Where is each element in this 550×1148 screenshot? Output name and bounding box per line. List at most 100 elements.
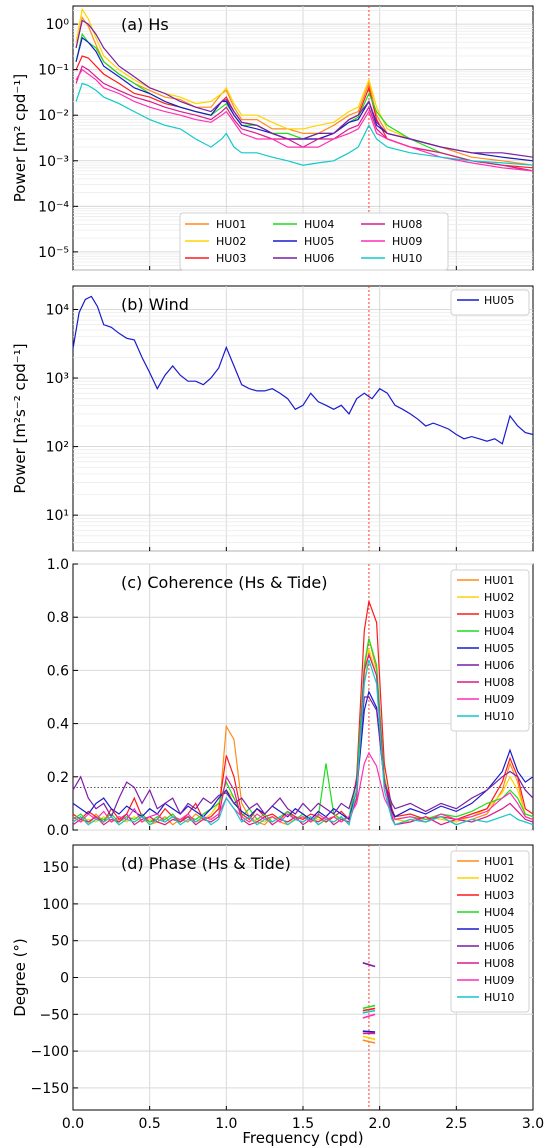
- legend-label-hu06: HU06: [484, 659, 514, 672]
- y-tick-label: 10⁻⁵: [38, 245, 69, 261]
- y-tick-label: 10³: [46, 371, 69, 387]
- series-line-hu06: [362, 962, 376, 968]
- y-tick-label: 0.0: [47, 823, 69, 839]
- panel-coherence: 0.0 0.2 0.4 0.6 0.8 1.0 (c) Coherence (Hs & T…: [47, 557, 534, 839]
- series-line-hu10: [75, 82, 534, 166]
- series-line-hu09: [75, 68, 534, 172]
- legend-label-hu06: HU06: [304, 252, 334, 265]
- legend-label-hu05: HU05: [484, 642, 514, 655]
- panel-phase-title: (d) Phase (Hs & Tide): [121, 854, 291, 873]
- panel-phase-xticks: 0.0 0.5 1.0 1.5 2.0 2.5 3.0: [62, 1116, 544, 1132]
- legend-box: [450, 289, 530, 316]
- series-line-hu04: [362, 1004, 376, 1010]
- legend-label-hu08: HU08: [484, 676, 514, 689]
- series-line-hu08: [75, 65, 534, 172]
- y-tick-label: 150: [42, 860, 69, 876]
- legend-label-hu02: HU02: [484, 591, 514, 604]
- legend-label-hu02: HU02: [484, 872, 514, 885]
- legend-label-hu01: HU01: [484, 574, 514, 587]
- panel-hs: 10⁰ 10⁻¹ 10⁻² 10⁻³ 10⁻⁴ 10⁻⁵ (a) Hs Power [m²…: [11, 5, 534, 271]
- legend-label-hu10: HU10: [484, 710, 514, 723]
- y-tick-label: 10²: [46, 440, 69, 456]
- y-tick-label: 0.6: [47, 663, 69, 679]
- x-tick-label: 3.0: [522, 1116, 544, 1132]
- series-line-hu10: [72, 659, 534, 826]
- y-tick-label: 0: [60, 971, 69, 987]
- panel-hs-yticks: 10⁰ 10⁻¹ 10⁻² 10⁻³ 10⁻⁴ 10⁻⁵: [38, 17, 534, 270]
- series-line-hu01: [362, 1039, 376, 1044]
- panel-phase: 150 100 50 0 −50 −100 −150 0.0 0.5 1.0 1.5 2.0 2.5 3…: [11, 844, 544, 1147]
- legend-label-hu05: HU05: [484, 294, 514, 307]
- panel-phase-yticks: 150 100 50 0 −50 −100 −150: [31, 860, 534, 1110]
- x-tick-label: 0.0: [62, 1116, 84, 1132]
- legend-label-hu04: HU04: [484, 625, 514, 638]
- y-tick-label: −150: [31, 1081, 69, 1097]
- x-tick-label: 0.5: [139, 1116, 161, 1132]
- series-line-hu04: [75, 32, 534, 172]
- panel-wind-series: [72, 295, 534, 445]
- panel-wind-title: (b) Wind: [121, 295, 189, 314]
- y-tick-label: −50: [39, 1007, 69, 1023]
- legend-label-hu06: HU06: [484, 940, 514, 953]
- y-tick-label: 10⁰: [46, 17, 70, 33]
- series-line-hu06: [72, 696, 534, 819]
- legend-label-hu04: HU04: [304, 218, 334, 231]
- y-tick-label: 10⁴: [46, 302, 70, 318]
- series-line-hu06: [75, 19, 534, 158]
- series-line-hu09: [362, 1013, 376, 1019]
- legend-label-hu09: HU09: [484, 693, 514, 706]
- panel-phase-xlabel: Frequency (cpd): [242, 1129, 363, 1147]
- panel-wind-yticks: 10⁴ 10³ 10² 10¹: [46, 302, 534, 551]
- legend-box: [450, 569, 530, 732]
- x-tick-label: 2.5: [445, 1116, 467, 1132]
- legend-label-hu10: HU10: [392, 252, 422, 265]
- legend-label-hu05: HU05: [484, 923, 514, 936]
- y-tick-label: 10¹: [46, 508, 69, 524]
- y-tick-label: 10⁻⁴: [38, 199, 69, 215]
- panel-wind: 10⁴ 10³ 10² 10¹ (b) Wind Power [m²s⁻² cpd⁻¹…: [11, 285, 534, 552]
- panel-hs-ylabel: Power [m² cpd⁻¹]: [11, 74, 29, 202]
- series-line-hu08: [72, 652, 534, 826]
- series-line-hu02: [75, 7, 534, 162]
- panel-wind-legend: HU05: [450, 289, 530, 316]
- panel-phase-legend: HU01 HU02 HU03 HU04 HU05 HU06 HU08 HU09 HU10: [450, 850, 530, 1013]
- legend-label-hu03: HU03: [484, 889, 514, 902]
- y-tick-label: 1.0: [47, 557, 69, 573]
- x-tick-label: 1.0: [215, 1116, 237, 1132]
- legend-label-hu05: HU05: [304, 235, 334, 248]
- x-tick-label: 1.5: [292, 1116, 314, 1132]
- panel-wind-grid: [73, 286, 533, 552]
- series-line-hu05: [362, 1030, 376, 1033]
- y-tick-label: 0.4: [47, 717, 69, 733]
- legend-box: [179, 212, 449, 271]
- panel-phase-series: [362, 962, 376, 1044]
- y-tick-label: 50: [51, 934, 69, 950]
- y-tick-label: 10⁻²: [38, 108, 69, 124]
- series-line-hu02: [362, 1035, 376, 1041]
- y-tick-label: 10⁻¹: [38, 63, 69, 79]
- panel-coherence-title: (c) Coherence (Hs & Tide): [121, 573, 327, 592]
- legend-label-hu01: HU01: [216, 218, 246, 231]
- panel-coherence-yticks: 0.0 0.2 0.4 0.6 0.8 1.0: [47, 557, 534, 839]
- legend-label-hu02: HU02: [216, 235, 246, 248]
- legend-box: [450, 850, 530, 1013]
- legend-label-hu09: HU09: [392, 235, 422, 248]
- series-line-hu10: [362, 1009, 376, 1014]
- y-tick-label: −100: [31, 1044, 69, 1060]
- legend-label-hu09: HU09: [484, 974, 514, 987]
- panel-hs-legend: HU01 HU02 HU03 HU04 HU05 HU06 HU08 HU09 HU10: [179, 212, 449, 271]
- y-tick-label: 100: [42, 897, 69, 913]
- legend-label-hu03: HU03: [216, 252, 246, 265]
- panel-hs-title: (a) Hs: [121, 15, 169, 34]
- y-tick-label: 10⁻³: [38, 154, 69, 170]
- panel-coherence-series: [72, 600, 534, 826]
- y-tick-label: 0.8: [47, 610, 69, 626]
- legend-label-hu01: HU01: [484, 855, 514, 868]
- y-tick-label: 0.2: [47, 770, 69, 786]
- panel-wind-ylabel: Power [m²s⁻² cpd⁻¹]: [11, 343, 29, 493]
- panel-hs-series: [75, 7, 534, 172]
- panel-coherence-legend: HU01 HU02 HU03 HU04 HU05 HU06 HU08 HU09 HU10: [450, 569, 530, 732]
- x-tick-label: 2.0: [369, 1116, 391, 1132]
- series-line-hu03: [362, 1007, 376, 1012]
